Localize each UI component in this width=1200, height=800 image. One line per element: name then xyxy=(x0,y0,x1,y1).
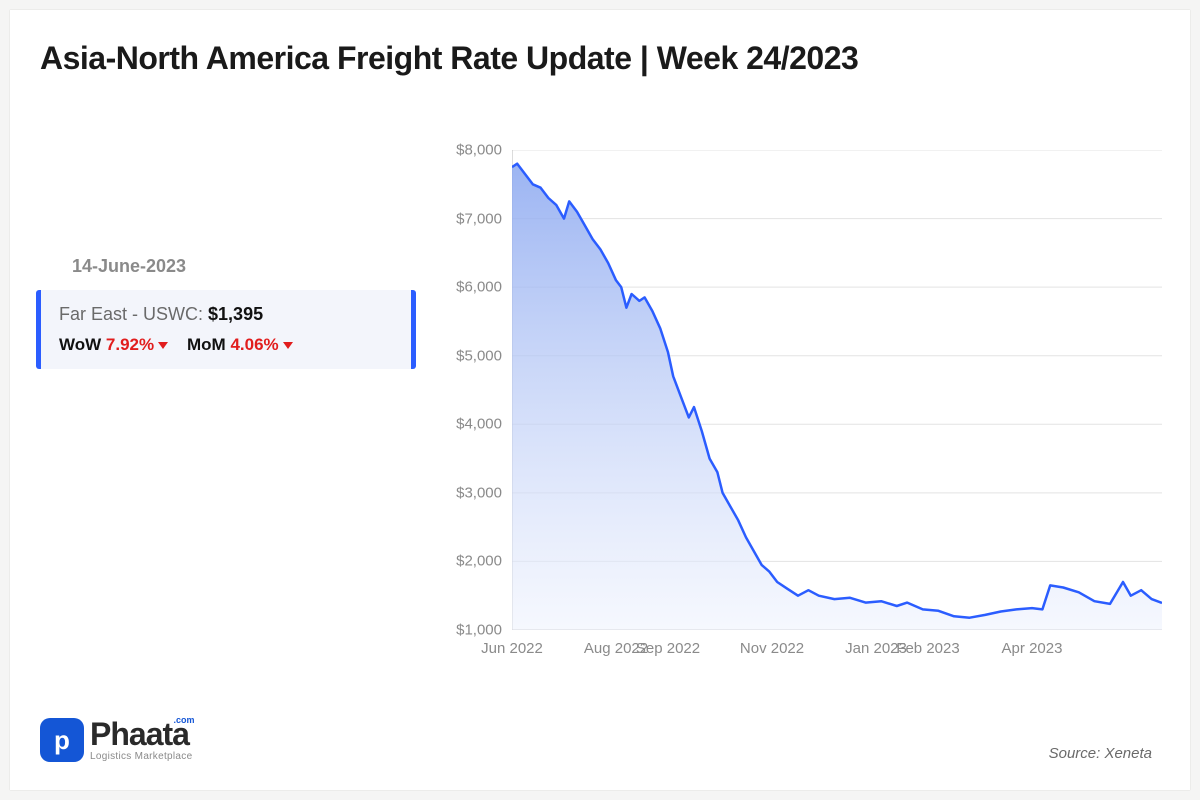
route-label: Far East - USWC: xyxy=(59,304,203,324)
y-tick-label: $1,000 xyxy=(456,622,502,639)
y-tick-label: $8,000 xyxy=(456,142,502,159)
logo-text-wrap: .com Phaata Logistics Marketplace xyxy=(90,718,192,762)
y-tick-label: $4,000 xyxy=(456,416,502,433)
logo-com: .com xyxy=(173,716,194,725)
arrow-down-icon xyxy=(158,342,168,349)
y-tick-label: $5,000 xyxy=(456,347,502,364)
rate-info-card: Far East - USWC: $1,395 WoW 7.92% MoM 4.… xyxy=(36,290,416,369)
x-tick-label: Nov 2022 xyxy=(740,640,804,657)
mom-label: MoM xyxy=(187,335,226,354)
brand-logo: p .com Phaata Logistics Marketplace xyxy=(40,718,192,762)
y-tick-label: $2,000 xyxy=(456,553,502,570)
route-line: Far East - USWC: $1,395 xyxy=(59,304,393,325)
y-tick-label: $7,000 xyxy=(456,210,502,227)
route-price: $1,395 xyxy=(208,304,263,324)
wow-label: WoW xyxy=(59,335,101,354)
change-line: WoW 7.92% MoM 4.06% xyxy=(59,335,393,355)
x-tick-label: Feb 2023 xyxy=(896,640,959,657)
logo-badge-icon: p xyxy=(40,718,84,762)
y-tick-label: $6,000 xyxy=(456,279,502,296)
x-tick-label: Jun 2022 xyxy=(481,640,543,657)
wow-pct: 7.92% xyxy=(106,335,154,354)
x-tick-label: Apr 2023 xyxy=(1002,640,1063,657)
source-attribution: Source: Xeneta xyxy=(1049,745,1152,762)
arrow-down-icon xyxy=(283,342,293,349)
mom-pct: 4.06% xyxy=(230,335,278,354)
date-label: 14-June-2023 xyxy=(72,256,186,277)
logo-sub: Logistics Marketplace xyxy=(90,752,192,762)
page-title: Asia-North America Freight Rate Update |… xyxy=(40,40,858,77)
y-tick-label: $3,000 xyxy=(456,484,502,501)
x-tick-label: Sep 2022 xyxy=(636,640,700,657)
freight-rate-chart: $1,000$2,000$3,000$4,000$5,000$6,000$7,0… xyxy=(512,150,1162,630)
